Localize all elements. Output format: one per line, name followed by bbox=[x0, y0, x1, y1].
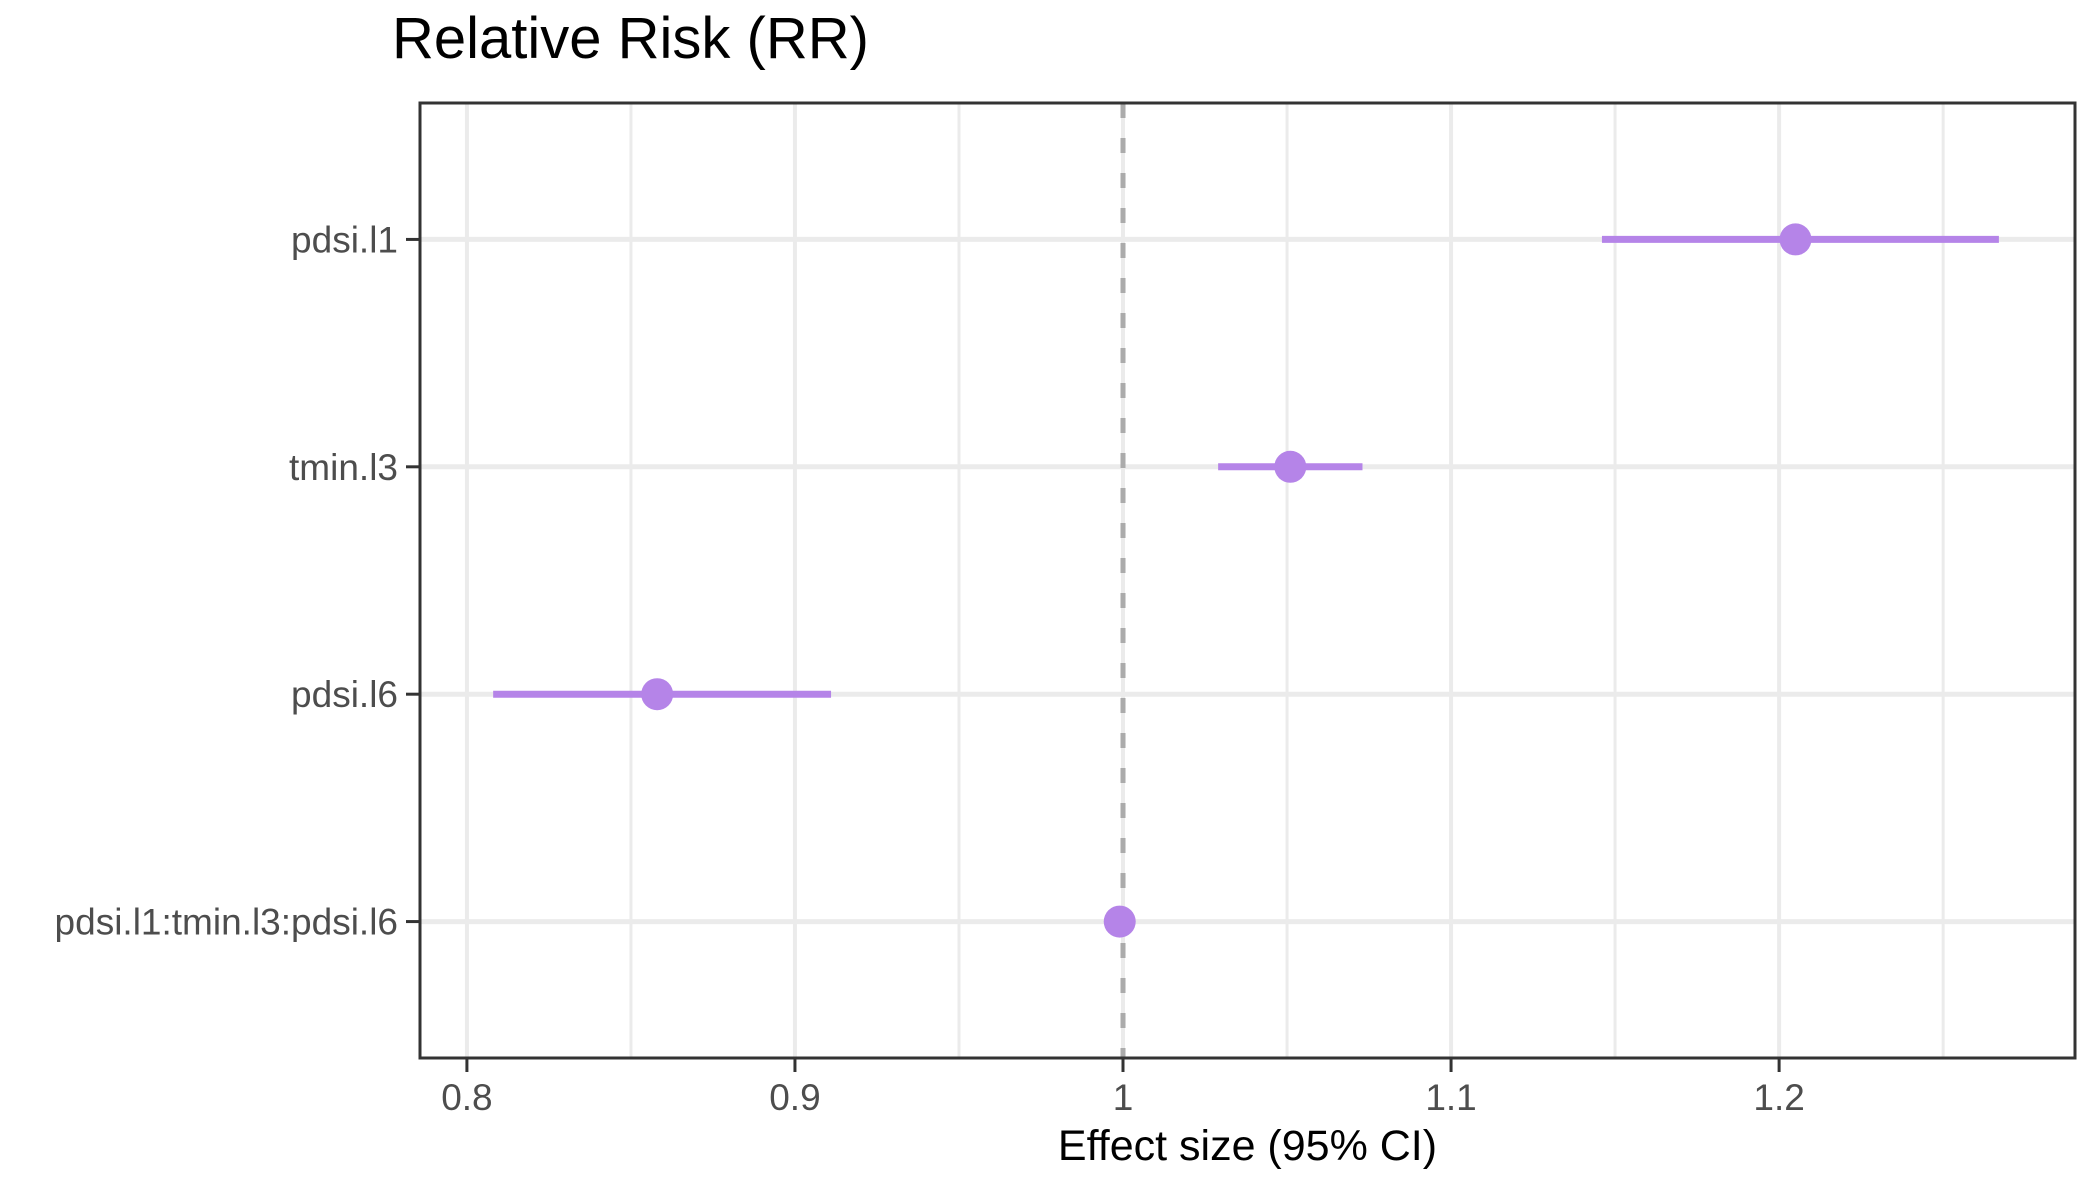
x-tick-label: 0.8 bbox=[441, 1077, 492, 1118]
plot-title: Relative Risk (RR) bbox=[392, 6, 869, 71]
point-estimate-2 bbox=[641, 678, 674, 711]
x-axis-title: Effect size (95% CI) bbox=[1057, 1122, 1438, 1170]
point-estimate-3 bbox=[1103, 905, 1136, 938]
y-tick-label: pdsi.l6 bbox=[291, 674, 398, 715]
x-tick-label: 1.1 bbox=[1425, 1077, 1476, 1118]
point-estimate-0 bbox=[1779, 223, 1812, 256]
x-tick-label: 1 bbox=[1113, 1077, 1134, 1118]
y-tick-label: pdsi.l1 bbox=[291, 219, 398, 260]
x-tick-label: 0.9 bbox=[769, 1077, 820, 1118]
x-tick-label: 1.2 bbox=[1753, 1077, 1804, 1118]
panel-border bbox=[418, 101, 2077, 1060]
y-tick-label: pdsi.l1:tmin.l3:pdsi.l6 bbox=[55, 902, 398, 943]
point-estimate-1 bbox=[1274, 450, 1307, 483]
y-tick-label: tmin.l3 bbox=[289, 447, 398, 488]
